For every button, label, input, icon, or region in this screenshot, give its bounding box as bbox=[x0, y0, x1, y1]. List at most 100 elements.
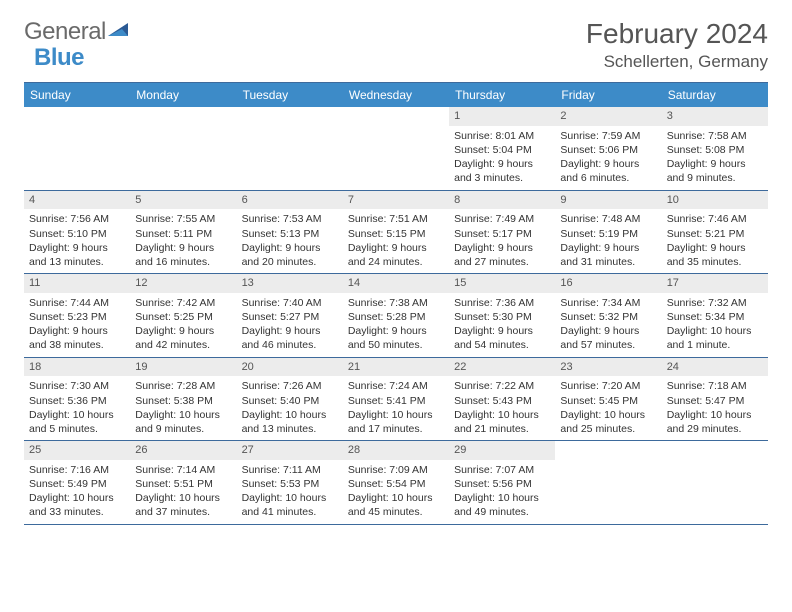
day-number: 23 bbox=[555, 358, 661, 377]
sunrise-text: Sunrise: 7:28 AM bbox=[135, 379, 231, 393]
daylight1-text: Daylight: 9 hours bbox=[667, 157, 763, 171]
day-body: Sunrise: 7:38 AMSunset: 5:28 PMDaylight:… bbox=[343, 293, 449, 357]
location: Schellerten, Germany bbox=[586, 52, 768, 72]
sunset-text: Sunset: 5:45 PM bbox=[560, 394, 656, 408]
day-body: Sunrise: 7:40 AMSunset: 5:27 PMDaylight:… bbox=[237, 293, 343, 357]
daylight1-text: Daylight: 10 hours bbox=[348, 491, 444, 505]
sunrise-text: Sunrise: 8:01 AM bbox=[454, 129, 550, 143]
day-number: 29 bbox=[449, 441, 555, 460]
sunset-text: Sunset: 5:40 PM bbox=[242, 394, 338, 408]
week-row: 1Sunrise: 8:01 AMSunset: 5:04 PMDaylight… bbox=[24, 107, 768, 191]
sunset-text: Sunset: 5:53 PM bbox=[242, 477, 338, 491]
sunset-text: Sunset: 5:30 PM bbox=[454, 310, 550, 324]
day-number: 11 bbox=[24, 274, 130, 293]
sunrise-text: Sunrise: 7:40 AM bbox=[242, 296, 338, 310]
day-cell bbox=[555, 441, 661, 524]
day-number: 6 bbox=[237, 191, 343, 210]
day-cell: 5Sunrise: 7:55 AMSunset: 5:11 PMDaylight… bbox=[130, 191, 236, 274]
daylight2-text: and 45 minutes. bbox=[348, 505, 444, 519]
daylight2-text: and 17 minutes. bbox=[348, 422, 444, 436]
day-body: Sunrise: 7:07 AMSunset: 5:56 PMDaylight:… bbox=[449, 460, 555, 524]
daylight2-text: and 6 minutes. bbox=[560, 171, 656, 185]
day-body: Sunrise: 7:34 AMSunset: 5:32 PMDaylight:… bbox=[555, 293, 661, 357]
sunset-text: Sunset: 5:13 PM bbox=[242, 227, 338, 241]
day-cell bbox=[343, 107, 449, 190]
day-number: 13 bbox=[237, 274, 343, 293]
day-cell: 20Sunrise: 7:26 AMSunset: 5:40 PMDayligh… bbox=[237, 358, 343, 441]
day-cell: 19Sunrise: 7:28 AMSunset: 5:38 PMDayligh… bbox=[130, 358, 236, 441]
sunset-text: Sunset: 5:51 PM bbox=[135, 477, 231, 491]
day-number: 21 bbox=[343, 358, 449, 377]
day-cell bbox=[662, 441, 768, 524]
weeks-container: 1Sunrise: 8:01 AMSunset: 5:04 PMDaylight… bbox=[24, 107, 768, 525]
day-body: Sunrise: 7:14 AMSunset: 5:51 PMDaylight:… bbox=[130, 460, 236, 524]
sunset-text: Sunset: 5:36 PM bbox=[29, 394, 125, 408]
week-row: 18Sunrise: 7:30 AMSunset: 5:36 PMDayligh… bbox=[24, 358, 768, 442]
daylight2-text: and 38 minutes. bbox=[29, 338, 125, 352]
sunset-text: Sunset: 5:06 PM bbox=[560, 143, 656, 157]
logo-text-2: Blue bbox=[34, 44, 84, 72]
sunrise-text: Sunrise: 7:59 AM bbox=[560, 129, 656, 143]
day-cell: 23Sunrise: 7:20 AMSunset: 5:45 PMDayligh… bbox=[555, 358, 661, 441]
day-header: Friday bbox=[555, 83, 661, 107]
day-cell: 27Sunrise: 7:11 AMSunset: 5:53 PMDayligh… bbox=[237, 441, 343, 524]
sunset-text: Sunset: 5:47 PM bbox=[667, 394, 763, 408]
sunrise-text: Sunrise: 7:18 AM bbox=[667, 379, 763, 393]
day-header: Wednesday bbox=[343, 83, 449, 107]
day-number: 4 bbox=[24, 191, 130, 210]
sunset-text: Sunset: 5:27 PM bbox=[242, 310, 338, 324]
daylight2-text: and 25 minutes. bbox=[560, 422, 656, 436]
sunrise-text: Sunrise: 7:30 AM bbox=[29, 379, 125, 393]
daylight1-text: Daylight: 9 hours bbox=[348, 241, 444, 255]
day-header: Tuesday bbox=[237, 83, 343, 107]
daylight2-text: and 24 minutes. bbox=[348, 255, 444, 269]
day-number: 19 bbox=[130, 358, 236, 377]
daylight2-text: and 9 minutes. bbox=[135, 422, 231, 436]
daylight2-text: and 37 minutes. bbox=[135, 505, 231, 519]
day-body: Sunrise: 7:32 AMSunset: 5:34 PMDaylight:… bbox=[662, 293, 768, 357]
daylight1-text: Daylight: 9 hours bbox=[242, 241, 338, 255]
day-number: 26 bbox=[130, 441, 236, 460]
sunrise-text: Sunrise: 7:55 AM bbox=[135, 212, 231, 226]
sunrise-text: Sunrise: 7:48 AM bbox=[560, 212, 656, 226]
daylight1-text: Daylight: 10 hours bbox=[29, 491, 125, 505]
day-cell: 14Sunrise: 7:38 AMSunset: 5:28 PMDayligh… bbox=[343, 274, 449, 357]
day-number: 1 bbox=[449, 107, 555, 126]
day-body: Sunrise: 7:16 AMSunset: 5:49 PMDaylight:… bbox=[24, 460, 130, 524]
daylight2-text: and 35 minutes. bbox=[667, 255, 763, 269]
daylight2-text: and 33 minutes. bbox=[29, 505, 125, 519]
daylight2-text: and 46 minutes. bbox=[242, 338, 338, 352]
day-cell: 9Sunrise: 7:48 AMSunset: 5:19 PMDaylight… bbox=[555, 191, 661, 274]
day-number: 7 bbox=[343, 191, 449, 210]
logo-line2: Blue bbox=[34, 44, 84, 72]
day-number: 18 bbox=[24, 358, 130, 377]
day-header: Monday bbox=[130, 83, 236, 107]
daylight1-text: Daylight: 10 hours bbox=[135, 408, 231, 422]
daylight1-text: Daylight: 10 hours bbox=[135, 491, 231, 505]
daylight1-text: Daylight: 10 hours bbox=[454, 408, 550, 422]
day-cell: 3Sunrise: 7:58 AMSunset: 5:08 PMDaylight… bbox=[662, 107, 768, 190]
day-body: Sunrise: 8:01 AMSunset: 5:04 PMDaylight:… bbox=[449, 126, 555, 190]
day-cell: 24Sunrise: 7:18 AMSunset: 5:47 PMDayligh… bbox=[662, 358, 768, 441]
daylight1-text: Daylight: 9 hours bbox=[454, 324, 550, 338]
sunrise-text: Sunrise: 7:38 AM bbox=[348, 296, 444, 310]
day-number: 24 bbox=[662, 358, 768, 377]
day-body: Sunrise: 7:30 AMSunset: 5:36 PMDaylight:… bbox=[24, 376, 130, 440]
sunset-text: Sunset: 5:34 PM bbox=[667, 310, 763, 324]
day-cell: 18Sunrise: 7:30 AMSunset: 5:36 PMDayligh… bbox=[24, 358, 130, 441]
day-cell: 15Sunrise: 7:36 AMSunset: 5:30 PMDayligh… bbox=[449, 274, 555, 357]
sunrise-text: Sunrise: 7:14 AM bbox=[135, 463, 231, 477]
day-body: Sunrise: 7:46 AMSunset: 5:21 PMDaylight:… bbox=[662, 209, 768, 273]
daylight1-text: Daylight: 10 hours bbox=[667, 324, 763, 338]
day-number: 12 bbox=[130, 274, 236, 293]
daylight2-text: and 50 minutes. bbox=[348, 338, 444, 352]
day-number: 27 bbox=[237, 441, 343, 460]
daylight1-text: Daylight: 9 hours bbox=[242, 324, 338, 338]
day-number: 3 bbox=[662, 107, 768, 126]
daylight1-text: Daylight: 9 hours bbox=[135, 241, 231, 255]
sunrise-text: Sunrise: 7:42 AM bbox=[135, 296, 231, 310]
daylight1-text: Daylight: 10 hours bbox=[560, 408, 656, 422]
day-number: 20 bbox=[237, 358, 343, 377]
daylight2-text: and 21 minutes. bbox=[454, 422, 550, 436]
day-body: Sunrise: 7:56 AMSunset: 5:10 PMDaylight:… bbox=[24, 209, 130, 273]
